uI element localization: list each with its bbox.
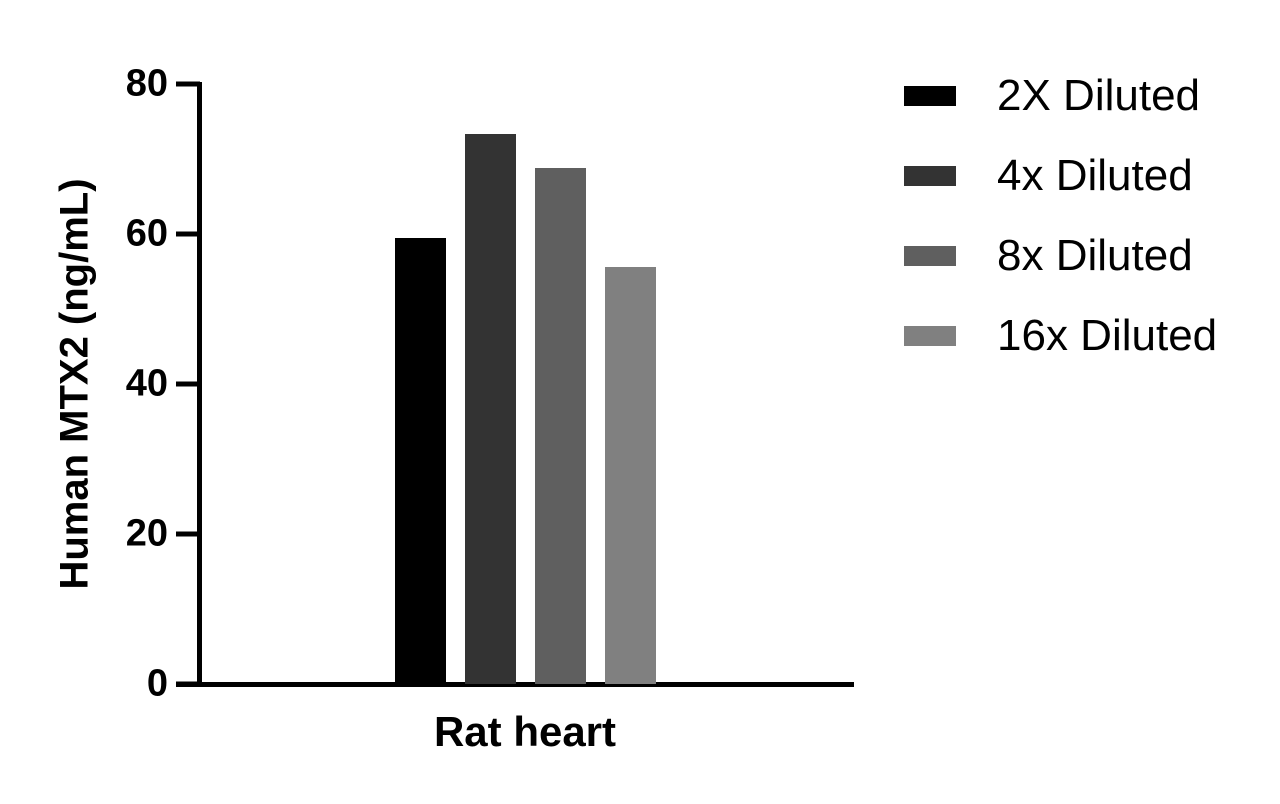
legend-label: 2X Diluted [997, 71, 1201, 120]
legend-label: 4x Diluted [997, 151, 1193, 200]
y-tick-80: 80 [125, 62, 168, 105]
y-axis-label: Human MTX2 (ng/mL) [52, 178, 97, 590]
bar-4x-diluted [465, 134, 516, 684]
y-tick-20: 20 [125, 512, 168, 555]
legend-swatch [904, 166, 956, 186]
x-category-label: Rat heart [433, 708, 617, 755]
y-tick-60: 60 [125, 212, 168, 255]
y-tickmark [176, 81, 200, 87]
bar-8x-diluted [535, 168, 586, 684]
legend-swatch [904, 326, 956, 346]
y-tick-40: 40 [125, 362, 168, 405]
x-axis-line [176, 682, 854, 687]
y-tickmark [176, 231, 200, 237]
legend-swatch [904, 246, 956, 266]
y-tick-0: 0 [146, 662, 168, 705]
y-tickmark [176, 531, 200, 537]
legend-label: 8x Diluted [997, 231, 1193, 280]
legend-swatch [904, 86, 956, 106]
y-axis-line [197, 82, 202, 687]
bar-2x-diluted [395, 237, 446, 684]
legend-label: 16x Diluted [997, 311, 1218, 360]
bar-16x-diluted [605, 267, 656, 684]
y-tickmark [176, 381, 200, 387]
